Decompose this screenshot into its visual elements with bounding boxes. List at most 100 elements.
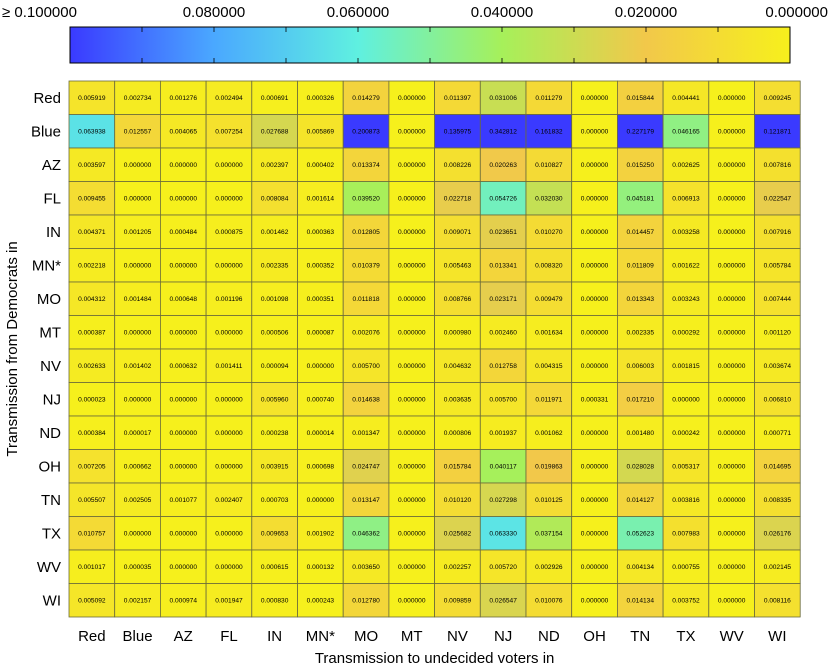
heatmap-cell (708, 516, 755, 551)
cell-value-label: 0.023171 (489, 296, 517, 303)
cell-value-label: 0.052623 (626, 531, 654, 538)
heatmap-cell (708, 181, 755, 216)
cell-value-label: 0.001347 (352, 430, 380, 437)
y-tick-label: NJ (43, 391, 61, 408)
cell-value-label: 0.004371 (78, 229, 106, 236)
heatmap-cell (617, 516, 664, 551)
heatmap-cell (754, 482, 801, 517)
cell-value-label: 0.000000 (124, 397, 152, 404)
cell-value-label: 0.014279 (352, 95, 380, 102)
cell-value-label: 0.004312 (78, 296, 106, 303)
cell-value-label: 0.028028 (626, 464, 654, 471)
heatmap-cell (297, 315, 344, 350)
cell-value-label: 0.000000 (398, 95, 426, 102)
heatmap-cell (205, 281, 253, 316)
cell-value-label: 0.008335 (764, 497, 792, 504)
heatmap-cell (388, 382, 435, 417)
cell-value-label: 0.000000 (398, 397, 426, 404)
y-tick-label: MT (39, 324, 61, 341)
cell-value-label: 0.037154 (535, 531, 563, 538)
cell-value-label: 0.010757 (78, 531, 106, 538)
cell-value-label: 0.004632 (444, 363, 472, 370)
cell-value-label: 0.000000 (581, 196, 609, 203)
heatmap-cell (662, 348, 710, 383)
cell-value-label: 0.015250 (626, 162, 654, 169)
cell-value-label: 0.000000 (581, 497, 609, 504)
cell-value-label: 0.002157 (124, 598, 152, 605)
heatmap-cell (68, 348, 116, 383)
cell-value-label: 0.008226 (444, 162, 472, 169)
cell-value-label: 0.121871 (764, 129, 792, 136)
cell-value-label: 0.000000 (581, 531, 609, 538)
cell-value-label: 0.020263 (489, 162, 517, 169)
cell-value-label: 0.001484 (124, 296, 152, 303)
cell-value-label: 0.000771 (764, 430, 792, 437)
cell-value-label: 0.001815 (672, 363, 700, 370)
heatmap-cell (68, 449, 116, 484)
cell-value-label: 0.002407 (215, 497, 243, 504)
cell-value-label: 0.001077 (169, 497, 197, 504)
cell-value-label: 0.022718 (444, 196, 472, 203)
cell-value-label: 0.000087 (307, 330, 335, 337)
x-axis-title: Transmission to undecided voters in (315, 650, 555, 667)
cell-value-label: 0.001017 (78, 564, 106, 571)
heatmap-cell (114, 214, 161, 249)
cell-value-label: 0.019863 (535, 464, 563, 471)
heatmap-cell (617, 80, 664, 115)
cell-value-label: 0.022547 (764, 196, 792, 203)
heatmap-cell (159, 482, 207, 517)
cell-value-label: 0.009071 (444, 229, 472, 236)
cell-value-label: 0.003650 (352, 564, 380, 571)
cell-value-label: 0.006913 (672, 196, 700, 203)
cell-value-label: 0.000000 (215, 196, 243, 203)
cell-value-label: 0.000506 (261, 330, 289, 337)
colorbar-tick-label: 0.040000 (471, 4, 534, 21)
heatmap-cell (617, 583, 664, 618)
cell-value-label: 0.010076 (535, 598, 563, 605)
heatmap-cell (662, 382, 710, 417)
cell-value-label: 0.000000 (215, 531, 243, 538)
heatmap-cell (525, 549, 573, 584)
cell-value-label: 0.000326 (307, 95, 335, 102)
heatmap-cell (159, 348, 207, 383)
cell-value-label: 0.000000 (398, 464, 426, 471)
heatmap-cell (617, 214, 664, 249)
cell-value-label: 0.161832 (535, 129, 563, 136)
heatmap-cell (342, 449, 390, 484)
heatmap-cell (708, 583, 755, 618)
heatmap-cell (662, 281, 710, 316)
cell-value-label: 0.004441 (672, 95, 700, 102)
heatmap-cell (662, 80, 710, 115)
cell-value-label: 0.004065 (169, 129, 197, 136)
cell-value-label: 0.003674 (764, 363, 792, 370)
cell-value-label: 0.005092 (78, 598, 106, 605)
heatmap-cell (479, 315, 527, 350)
heatmap-cell (754, 415, 801, 450)
y-tick-label: IN (46, 224, 61, 241)
cell-value-label: 0.002633 (78, 363, 106, 370)
cell-value-label: 0.000331 (581, 397, 609, 404)
heatmap-cell (159, 516, 207, 551)
heatmap-cell (617, 482, 664, 517)
cell-value-label: 0.007916 (764, 229, 792, 236)
cell-value-label: 0.000000 (718, 196, 746, 203)
heatmap-cell (205, 348, 253, 383)
heatmap-cell (525, 315, 573, 350)
cell-value-label: 0.010120 (444, 497, 472, 504)
cell-value-label: 0.002218 (78, 263, 106, 270)
heatmap-cell (114, 315, 161, 350)
heatmap-cell (571, 348, 618, 383)
colorbar-tick-label: 0.020000 (615, 4, 678, 21)
cell-value-label: 0.009653 (261, 531, 289, 538)
y-tick-label: FL (43, 190, 61, 207)
heatmap-cell (479, 214, 527, 249)
heatmap-cell (205, 214, 253, 249)
cell-value-label: 0.000000 (398, 296, 426, 303)
cell-value-label: 0.000000 (581, 330, 609, 337)
cell-value-label: 0.000615 (261, 564, 289, 571)
cell-value-label: 0.000000 (581, 95, 609, 102)
cell-value-label: 0.001120 (764, 330, 791, 337)
cell-value-label: 0.000000 (215, 162, 243, 169)
heatmap-cell (617, 147, 664, 182)
